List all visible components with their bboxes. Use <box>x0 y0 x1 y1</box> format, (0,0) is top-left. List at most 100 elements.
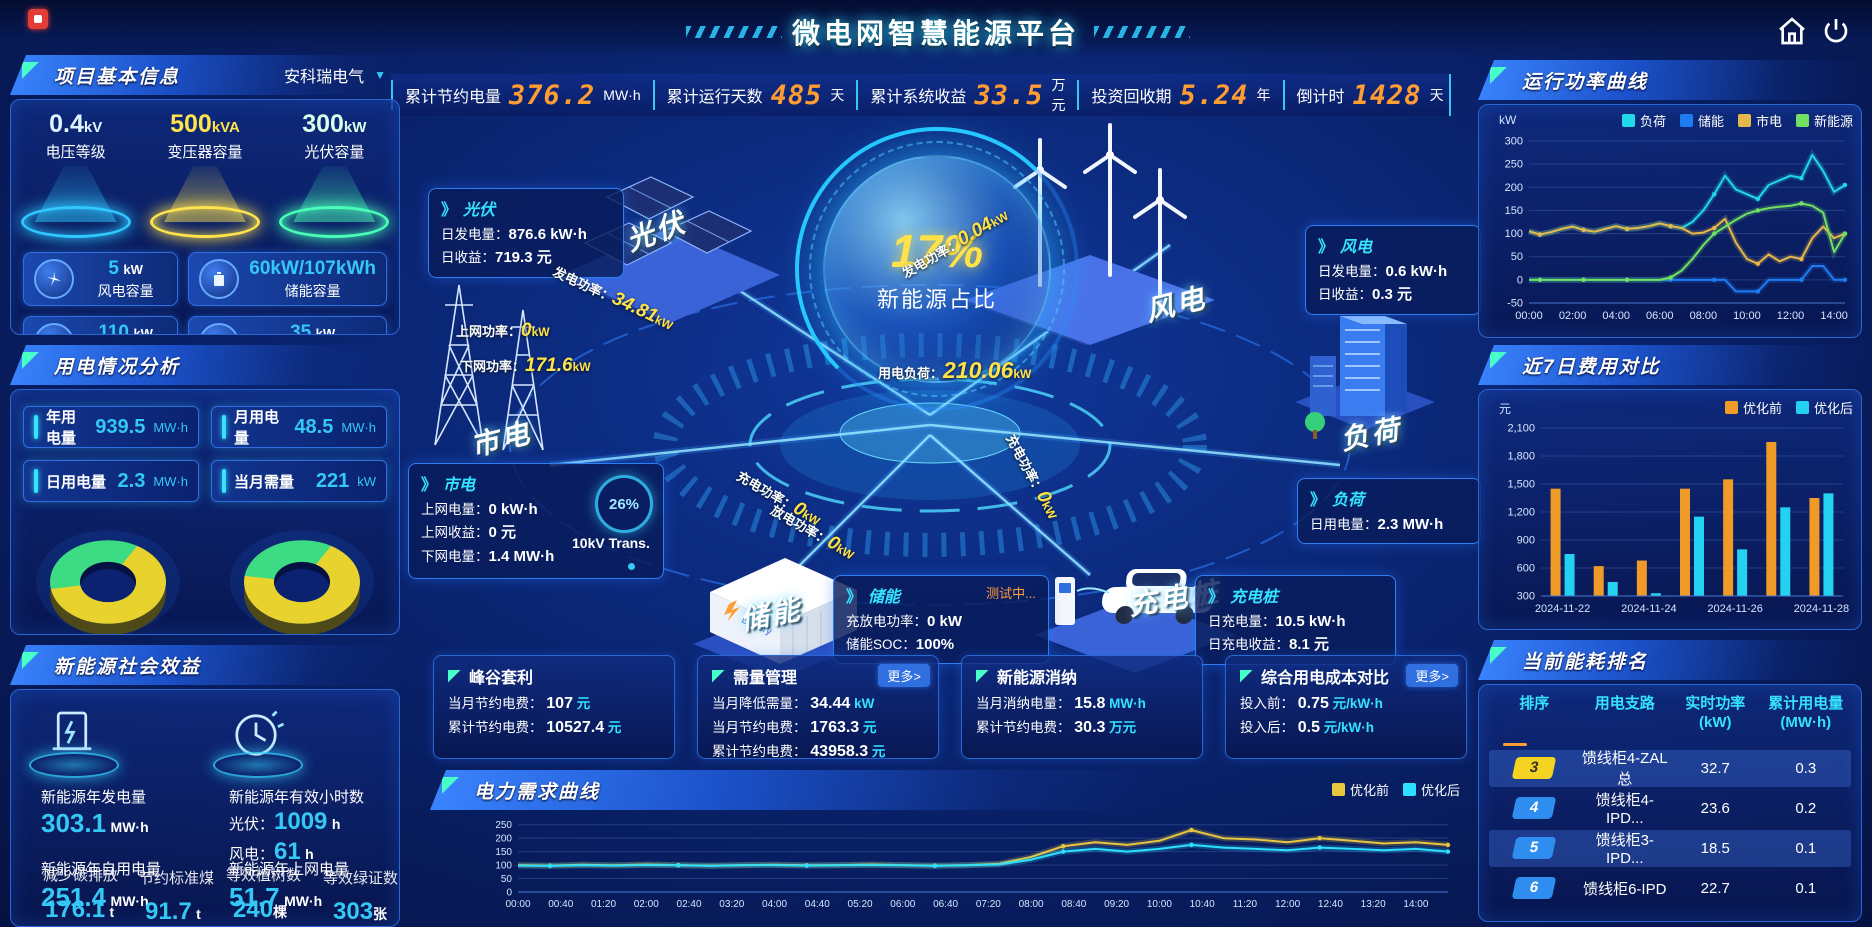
branch-name: 馈线柜4-ZAL总 <box>1581 750 1668 788</box>
panel-body: 0.4kV 电压等级 500kVA 变压器容量 300kW 光伏容量 5 kW 风… <box>10 99 400 335</box>
svg-text:00:00: 00:00 <box>505 899 530 910</box>
panel-project-info: 项目基本信息 安科瑞电气 ▼ 0.4kV 电压等级 500kVA 变压器容量 3… <box>10 55 400 335</box>
coal-value: 91.7 t <box>145 898 201 925</box>
light-beam <box>34 166 117 222</box>
wind-hours: 风电：61 h <box>229 838 314 865</box>
legend-item-优化后[interactable]: 优化后 <box>1402 780 1460 799</box>
svg-text:11:20: 11:20 <box>1233 899 1258 910</box>
svg-text:03:20: 03:20 <box>719 899 744 910</box>
table-row[interactable]: 5 馈线柜3-IPD... 18.5 0.1 <box>1489 829 1851 867</box>
table-row[interactable]: 4 馈线柜4-IPD... 23.6 0.2 <box>1489 790 1851 827</box>
benefit-title: 峰谷套利 <box>448 664 660 688</box>
tree-label: 等效植树数 <box>226 867 302 884</box>
legend-item-负荷[interactable]: 负荷 <box>1621 111 1666 130</box>
cone-unit: kV <box>83 119 103 136</box>
red-indicator-icon[interactable] <box>28 9 48 29</box>
pagination-dot[interactable] <box>628 563 635 570</box>
capacity-items: 5 kW 风电容量 60kW/107kWh 储能容量 110 kW直流充电桩 35 kW… <box>23 252 387 335</box>
svg-text:2024-11-26: 2024-11-26 <box>1707 603 1762 615</box>
benefit-row: 累计节约电费： 30.3 万元 <box>976 719 1137 736</box>
benefit-box: 需量管理 更多> 当月降低需量： 34.44 kW 当月节约电费： 1763.3 元累… <box>697 655 939 760</box>
svg-text:02:00: 02:00 <box>1559 310 1587 322</box>
kpi-value: 485 <box>770 79 823 111</box>
more-button[interactable]: 更多> <box>1406 664 1458 687</box>
bar-优化后 <box>1780 507 1791 596</box>
transformer-label: 10kV Trans. <box>572 535 650 551</box>
bar-优化前 <box>1680 488 1690 596</box>
panel-header: 项目基本信息 <box>10 55 400 95</box>
svg-text:200: 200 <box>495 834 512 845</box>
svg-text:14:00: 14:00 <box>1820 310 1848 322</box>
legend-item-优化前[interactable]: 优化前 <box>1331 780 1389 799</box>
svg-text:13:20: 13:20 <box>1361 899 1386 910</box>
bar-优化后 <box>1737 549 1748 596</box>
chevrons-icon: 》 <box>441 202 458 219</box>
legend-item-市电[interactable]: 市电 <box>1737 111 1782 130</box>
benefit-box: 峰谷套利 当月节约电费： 107 元累计节约电费： 10527.4 元 <box>433 655 675 759</box>
legend-item-新能源[interactable]: 新能源 <box>1795 111 1853 130</box>
kpi-value: 33.5 <box>974 79 1044 111</box>
export-value: 51.7 MW·h <box>229 882 323 912</box>
charger-node-illustration <box>1035 569 1235 673</box>
benefit-row: 当月消纳电量： 15.8 MW·h <box>976 695 1146 712</box>
table-row[interactable]: 3 馈线柜4-ZAL总 32.7 0.3 <box>1489 749 1851 788</box>
svg-text:10:00: 10:00 <box>1733 310 1761 322</box>
svg-text:0: 0 <box>1517 274 1523 286</box>
bar-优化后 <box>1694 516 1704 596</box>
legend-item-储能[interactable]: 储能 <box>1679 111 1724 130</box>
legend-item-优化后[interactable]: 优化后 <box>1795 398 1853 417</box>
svg-text:06:00: 06:00 <box>1646 310 1674 322</box>
cost-legend: 优化前 优化后 <box>1724 398 1853 417</box>
legend-swatch <box>1331 783 1345 796</box>
capacity-unit: kW <box>133 325 153 335</box>
capacity-item: 5 kW 风电容量 <box>23 252 179 306</box>
ranking-header-cell: 实时功率 (kW) <box>1685 695 1746 731</box>
benefit-box: 综合用电成本对比 更多> 投入前： 0.75 元/kW·h 投入后： 0.5 元/kW… <box>1225 655 1467 759</box>
ranking-table-header: 排序 用电支路 实时功率 (kW) 累计用电量 (MW·h) <box>1489 695 1851 733</box>
scroll-indicator <box>1503 742 1527 746</box>
cone-label: 电压等级 <box>45 144 106 161</box>
more-button[interactable]: 更多> <box>878 664 930 687</box>
capacity-unit: kW <box>123 261 143 277</box>
company-dropdown[interactable]: 安科瑞电气 ▼ <box>284 63 386 87</box>
kpi-stat: 倒计时 1428 天 <box>1282 80 1456 111</box>
bar-优化后 <box>1564 554 1575 596</box>
benefit-row: 投入后： 0.5 元/kW·h <box>1240 719 1375 736</box>
benefit-row: 当月节约电费： 1763.3 元 <box>712 719 877 736</box>
legend-item-优化前[interactable]: 优化前 <box>1724 398 1782 417</box>
svg-text:200: 200 <box>1505 182 1523 194</box>
power-line-chart: -50 0 50 100 150 200 250 300 00:00 02:00 04:00 06:0… <box>1505 136 1848 323</box>
power-icon <box>1824 19 1848 43</box>
table-row[interactable]: 6 馈线柜6-IPD 22.7 0.1 <box>1489 870 1851 907</box>
dc-charger-icon <box>34 323 74 334</box>
capacity-item: 35 kW交流充电桩 <box>188 316 387 334</box>
realtime-power: 32.7 <box>1700 759 1730 777</box>
cone-label: 变压器容量 <box>167 144 243 161</box>
cone-value: 500 <box>170 110 212 138</box>
benefit-row: 当月降低需量： 34.44 kW <box>712 695 875 712</box>
export-label: 新能源年上网电量 <box>229 861 350 878</box>
kpi-label: 累计节约电量 <box>405 89 502 106</box>
co2-label: 减少碳排放 <box>43 867 119 884</box>
usage-value: 221 <box>315 469 350 492</box>
benefit-title: 综合用电成本对比 <box>1240 664 1452 688</box>
storage-status: 测试中... <box>986 586 1036 601</box>
rank-badge: 4 <box>1511 797 1557 819</box>
branch-name: 馈线柜3-IPD... <box>1595 832 1654 867</box>
svg-text:150: 150 <box>495 847 512 858</box>
bar-优化后 <box>1650 593 1661 596</box>
svg-text:01:20: 01:20 <box>591 899 616 910</box>
power-button[interactable] <box>1820 15 1852 47</box>
home-button[interactable] <box>1776 15 1808 47</box>
svg-text:2024-11-24: 2024-11-24 <box>1621 603 1676 615</box>
svg-text:04:40: 04:40 <box>805 899 830 910</box>
svg-text:100: 100 <box>1505 228 1523 240</box>
light-beam <box>163 166 246 222</box>
series-优化后 <box>517 843 1449 867</box>
svg-text:1,800: 1,800 <box>1507 451 1535 463</box>
panel-body: 新能源年发电量 303.1 MW·h 新能源年有效小时数 光伏：1009 h 风… <box>10 689 400 927</box>
benefit-row: 当月节约电费： 107 元 <box>448 695 591 712</box>
panel-demand-curve: 电力需求曲线 优化前 优化后 0 50 100 150 200 250 00:00 00:40 0… <box>430 770 1470 922</box>
pv-hours: 光伏：1009 h <box>229 808 341 835</box>
top-header: 微电网智慧能源平台 <box>0 0 1872 58</box>
